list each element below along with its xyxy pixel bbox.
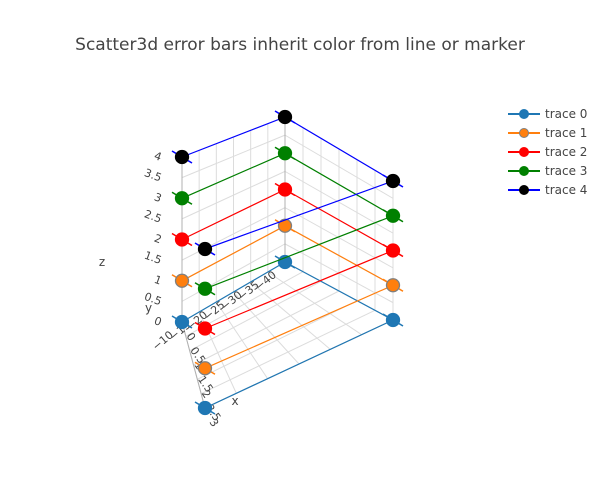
data-point[interactable] [197, 321, 213, 336]
z-tick-label: 1.5 [143, 249, 164, 267]
legend-label: trace 4 [545, 183, 587, 197]
data-point[interactable] [385, 312, 401, 328]
z-tick-label: 0 [152, 314, 163, 329]
floor-gridline-y [215, 301, 269, 379]
data-point[interactable] [174, 149, 190, 165]
legend-item[interactable]: trace 3 [508, 164, 587, 178]
z-tick-label: 4 [152, 149, 163, 164]
data-point[interactable] [174, 191, 190, 206]
floor-gridline-y [250, 281, 331, 350]
data-point[interactable] [277, 146, 293, 161]
z-axis-title: z [99, 255, 105, 269]
z-tick-label: 0.5 [143, 290, 164, 308]
legend: trace 0 trace 1 trace 2 trace 3 trace 4 [508, 107, 587, 197]
x-tick-label: 3 [207, 416, 222, 429]
data-point[interactable] [197, 281, 213, 296]
legend-marker [519, 109, 529, 119]
z-tick-label: 2 [152, 232, 163, 247]
data-point[interactable] [174, 273, 190, 288]
z-tick-label: 1 [152, 273, 163, 288]
data-point[interactable] [197, 241, 213, 257]
legend-marker [519, 185, 529, 195]
data-point[interactable] [277, 182, 293, 197]
data-point[interactable] [197, 400, 213, 416]
data-point[interactable] [385, 173, 401, 189]
legend-marker [519, 166, 529, 176]
data-point[interactable] [174, 314, 190, 330]
series-line-1 [181, 225, 395, 369]
series-line-0 [181, 261, 395, 409]
z-tick-label: 2.5 [143, 208, 164, 226]
legend-label: trace 0 [545, 107, 587, 121]
z-tick-label: 3.5 [143, 166, 164, 184]
legend-marker [519, 128, 529, 138]
legend-item[interactable]: trace 2 [508, 145, 587, 159]
data-point[interactable] [174, 232, 190, 247]
data-point[interactable] [197, 361, 213, 376]
legend-marker [519, 147, 529, 157]
wall-gridline-z [181, 170, 286, 220]
legend-item[interactable]: trace 0 [508, 107, 587, 121]
x-axis-line [181, 321, 206, 409]
legend-item[interactable]: trace 1 [508, 126, 587, 140]
chart-title: Scatter3d error bars inherit color from … [75, 35, 525, 55]
series-line-2 [181, 188, 395, 330]
data-point[interactable] [385, 243, 401, 258]
x-axis-title: x [231, 394, 238, 408]
legend-item[interactable]: trace 4 [508, 183, 587, 197]
legend-label: trace 2 [545, 145, 587, 159]
z-tick-label: 3 [152, 191, 163, 206]
scene-3d[interactable]: 00.511.522.53−40−35−30−25−20−15−1000.511… [99, 109, 404, 430]
data-point[interactable] [385, 278, 401, 293]
series-line-4 [181, 116, 395, 250]
data-point[interactable] [277, 218, 293, 233]
floor-gridline-y [267, 271, 362, 336]
x-tick-label: 2 [199, 388, 214, 401]
floor-gridline-y [233, 291, 300, 365]
legend-label: trace 3 [545, 164, 587, 178]
wall-gridline-z [181, 134, 286, 179]
series-line-3 [181, 152, 395, 290]
y-axis-title: y [145, 301, 152, 315]
legend-label: trace 1 [545, 126, 587, 140]
data-point[interactable] [277, 109, 293, 125]
data-point[interactable] [385, 208, 401, 223]
